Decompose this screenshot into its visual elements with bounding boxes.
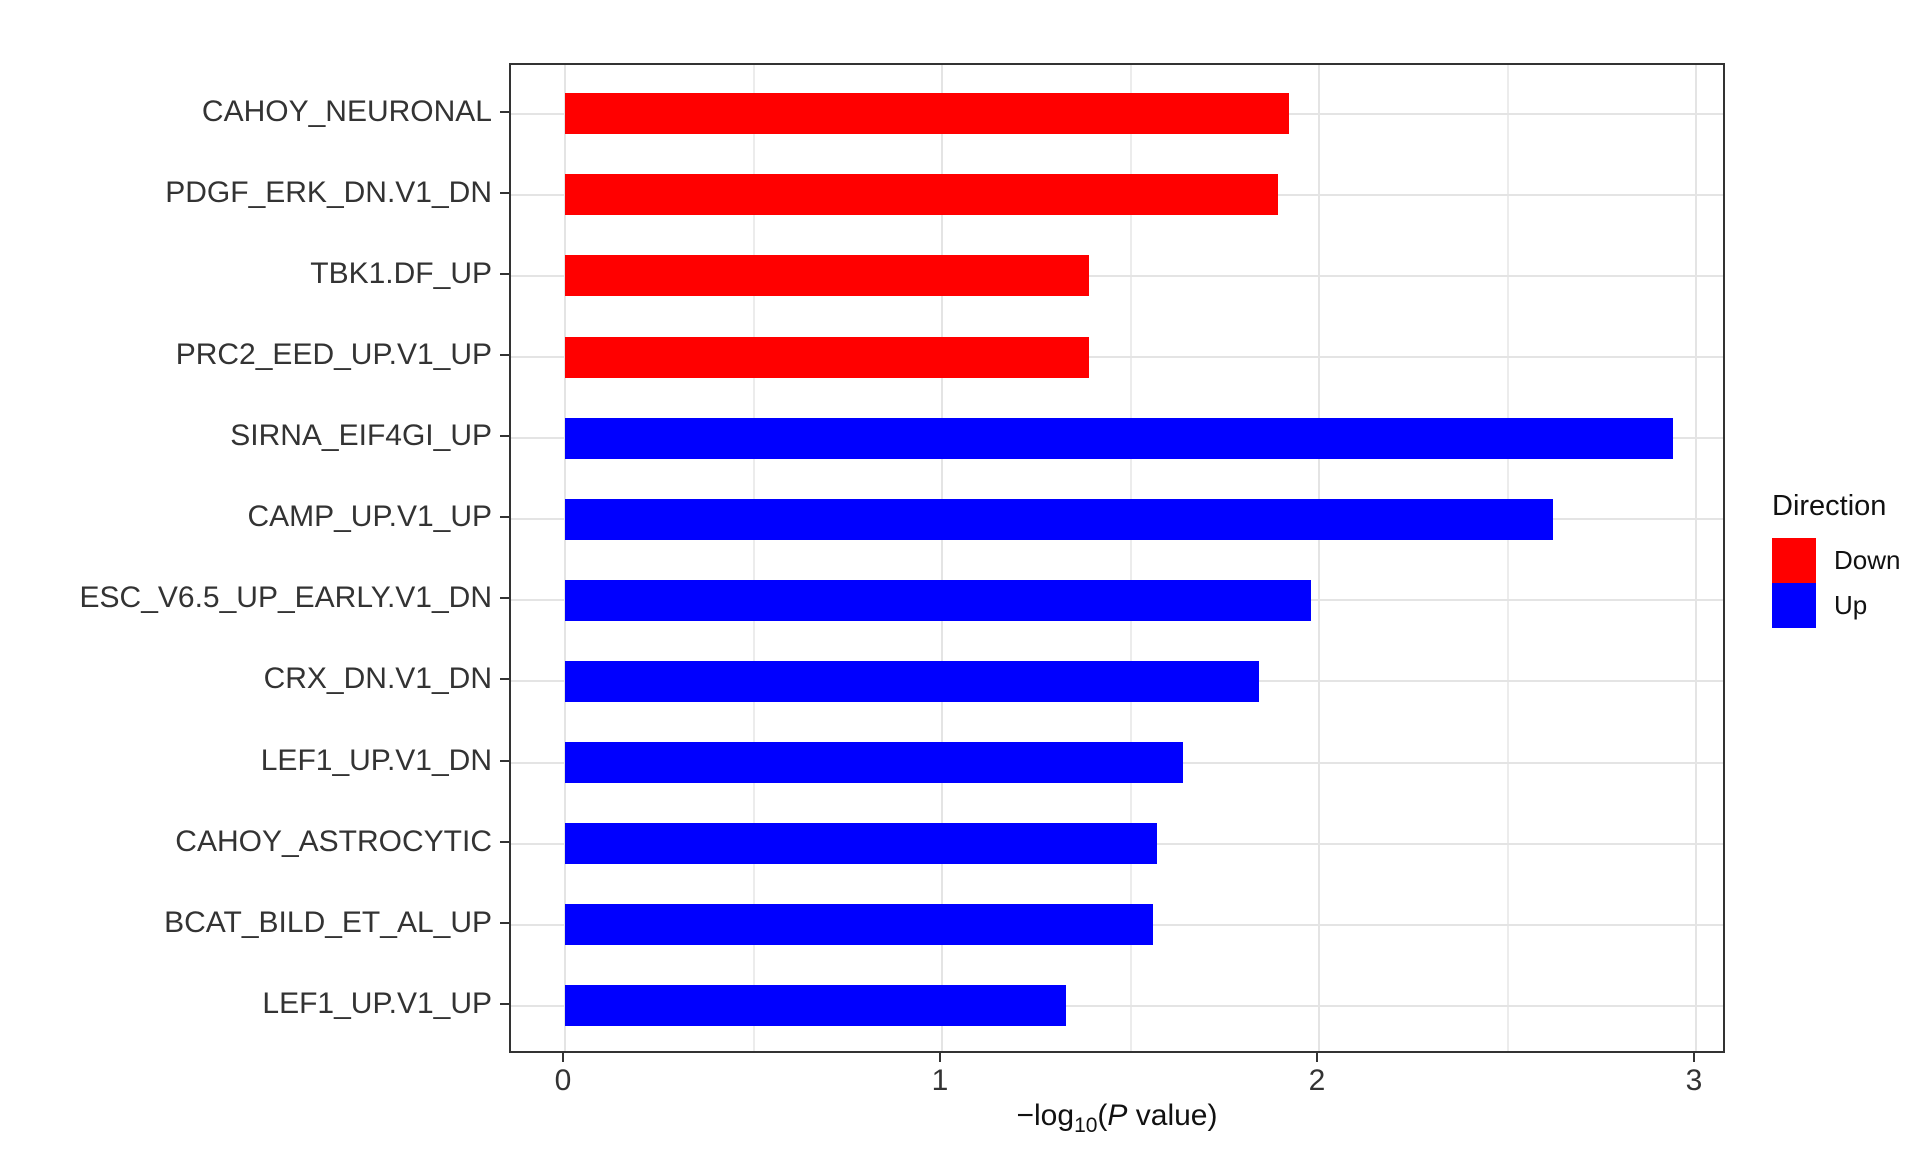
y-axis-label: LEF1_UP.V1_UP	[262, 986, 492, 1020]
x-axis-tick	[939, 1053, 941, 1062]
y-axis-tick	[500, 678, 509, 681]
y-axis-label: CAMP_UP.V1_UP	[247, 500, 492, 534]
x-axis-title: −log10(P value)	[509, 1099, 1725, 1138]
y-axis-label: CRX_DN.V1_DN	[263, 662, 492, 696]
x-axis-title-p: P	[1107, 1099, 1128, 1132]
y-axis-label: SIRNA_EIF4GI_UP	[230, 419, 492, 453]
y-axis-tick	[500, 191, 509, 194]
bar	[565, 660, 1259, 702]
gridline-major-vertical	[1318, 65, 1320, 1051]
bar	[565, 985, 1066, 1027]
y-axis-label: PDGF_ERK_DN.V1_DN	[165, 175, 492, 209]
x-axis-tick-label: 1	[931, 1064, 949, 1097]
legend-label-up: Up	[1834, 590, 1868, 620]
y-axis-label: TBK1.DF_UP	[310, 256, 492, 290]
x-axis-tick-label: 3	[1685, 1064, 1703, 1097]
bar	[565, 255, 1089, 297]
x-axis-tick	[1316, 1053, 1318, 1062]
bar	[565, 417, 1673, 459]
legend-title: Direction	[1772, 490, 1887, 522]
y-axis-tick	[500, 921, 509, 924]
y-axis-label: CAHOY_ASTROCYTIC	[175, 824, 492, 858]
x-axis-tick	[562, 1053, 564, 1062]
y-axis-label: PRC2_EED_UP.V1_UP	[175, 338, 492, 371]
gridline-major-vertical	[941, 65, 943, 1051]
gridline-major-vertical	[564, 65, 566, 1051]
bar	[565, 93, 1289, 135]
legend-swatch-up-icon	[1772, 583, 1816, 628]
x-axis-title-suffix: value)	[1127, 1099, 1218, 1132]
y-axis-label: BCAT_BILD_ET_AL_UP	[164, 905, 492, 939]
gridline-minor-vertical	[1506, 65, 1509, 1051]
y-axis-tick	[500, 272, 509, 275]
bar	[565, 823, 1157, 865]
legend-entry-up: Up	[1772, 583, 1900, 628]
bar	[565, 742, 1183, 783]
y-axis-tick	[500, 759, 509, 762]
y-axis-label: LEF1_UP.V1_DN	[260, 743, 492, 777]
plot-panel	[509, 63, 1725, 1053]
y-axis-label: CAHOY_NEURONAL	[201, 94, 492, 128]
bar	[565, 336, 1089, 378]
x-axis-title-paren: (	[1097, 1099, 1108, 1132]
gridline-major-horizontal	[511, 356, 1723, 358]
y-axis-tick	[500, 435, 509, 438]
y-axis-tick	[500, 516, 509, 519]
x-axis-tick-label: 0	[554, 1064, 572, 1097]
gridline-minor-vertical	[752, 65, 755, 1051]
y-axis-tick	[500, 840, 509, 843]
x-axis-tick	[1693, 1053, 1695, 1062]
y-axis-tick	[500, 597, 509, 600]
legend-label-down: Down	[1834, 545, 1901, 575]
gridline-major-horizontal	[511, 1004, 1723, 1007]
legend: Direction Down Up	[1772, 490, 1900, 628]
y-axis-tick	[500, 1002, 509, 1005]
legend-entry-down: Down	[1772, 538, 1900, 583]
x-axis-title-text: −log	[1016, 1099, 1075, 1132]
legend-swatch-down-icon	[1772, 538, 1816, 583]
y-axis-tick	[500, 110, 509, 113]
bar	[565, 904, 1153, 946]
gridline-major-horizontal	[511, 274, 1723, 277]
x-axis-tick-label: 2	[1308, 1064, 1326, 1097]
bar	[565, 579, 1311, 621]
x-axis-title-subscript: 10	[1074, 1114, 1098, 1137]
y-axis-label: ESC_V6.5_UP_EARLY.V1_DN	[79, 581, 492, 615]
y-axis-tick	[500, 354, 509, 356]
gridline-minor-vertical	[1129, 65, 1132, 1051]
bar	[565, 498, 1553, 540]
bar	[565, 174, 1278, 216]
gridline-major-vertical	[1695, 65, 1697, 1051]
